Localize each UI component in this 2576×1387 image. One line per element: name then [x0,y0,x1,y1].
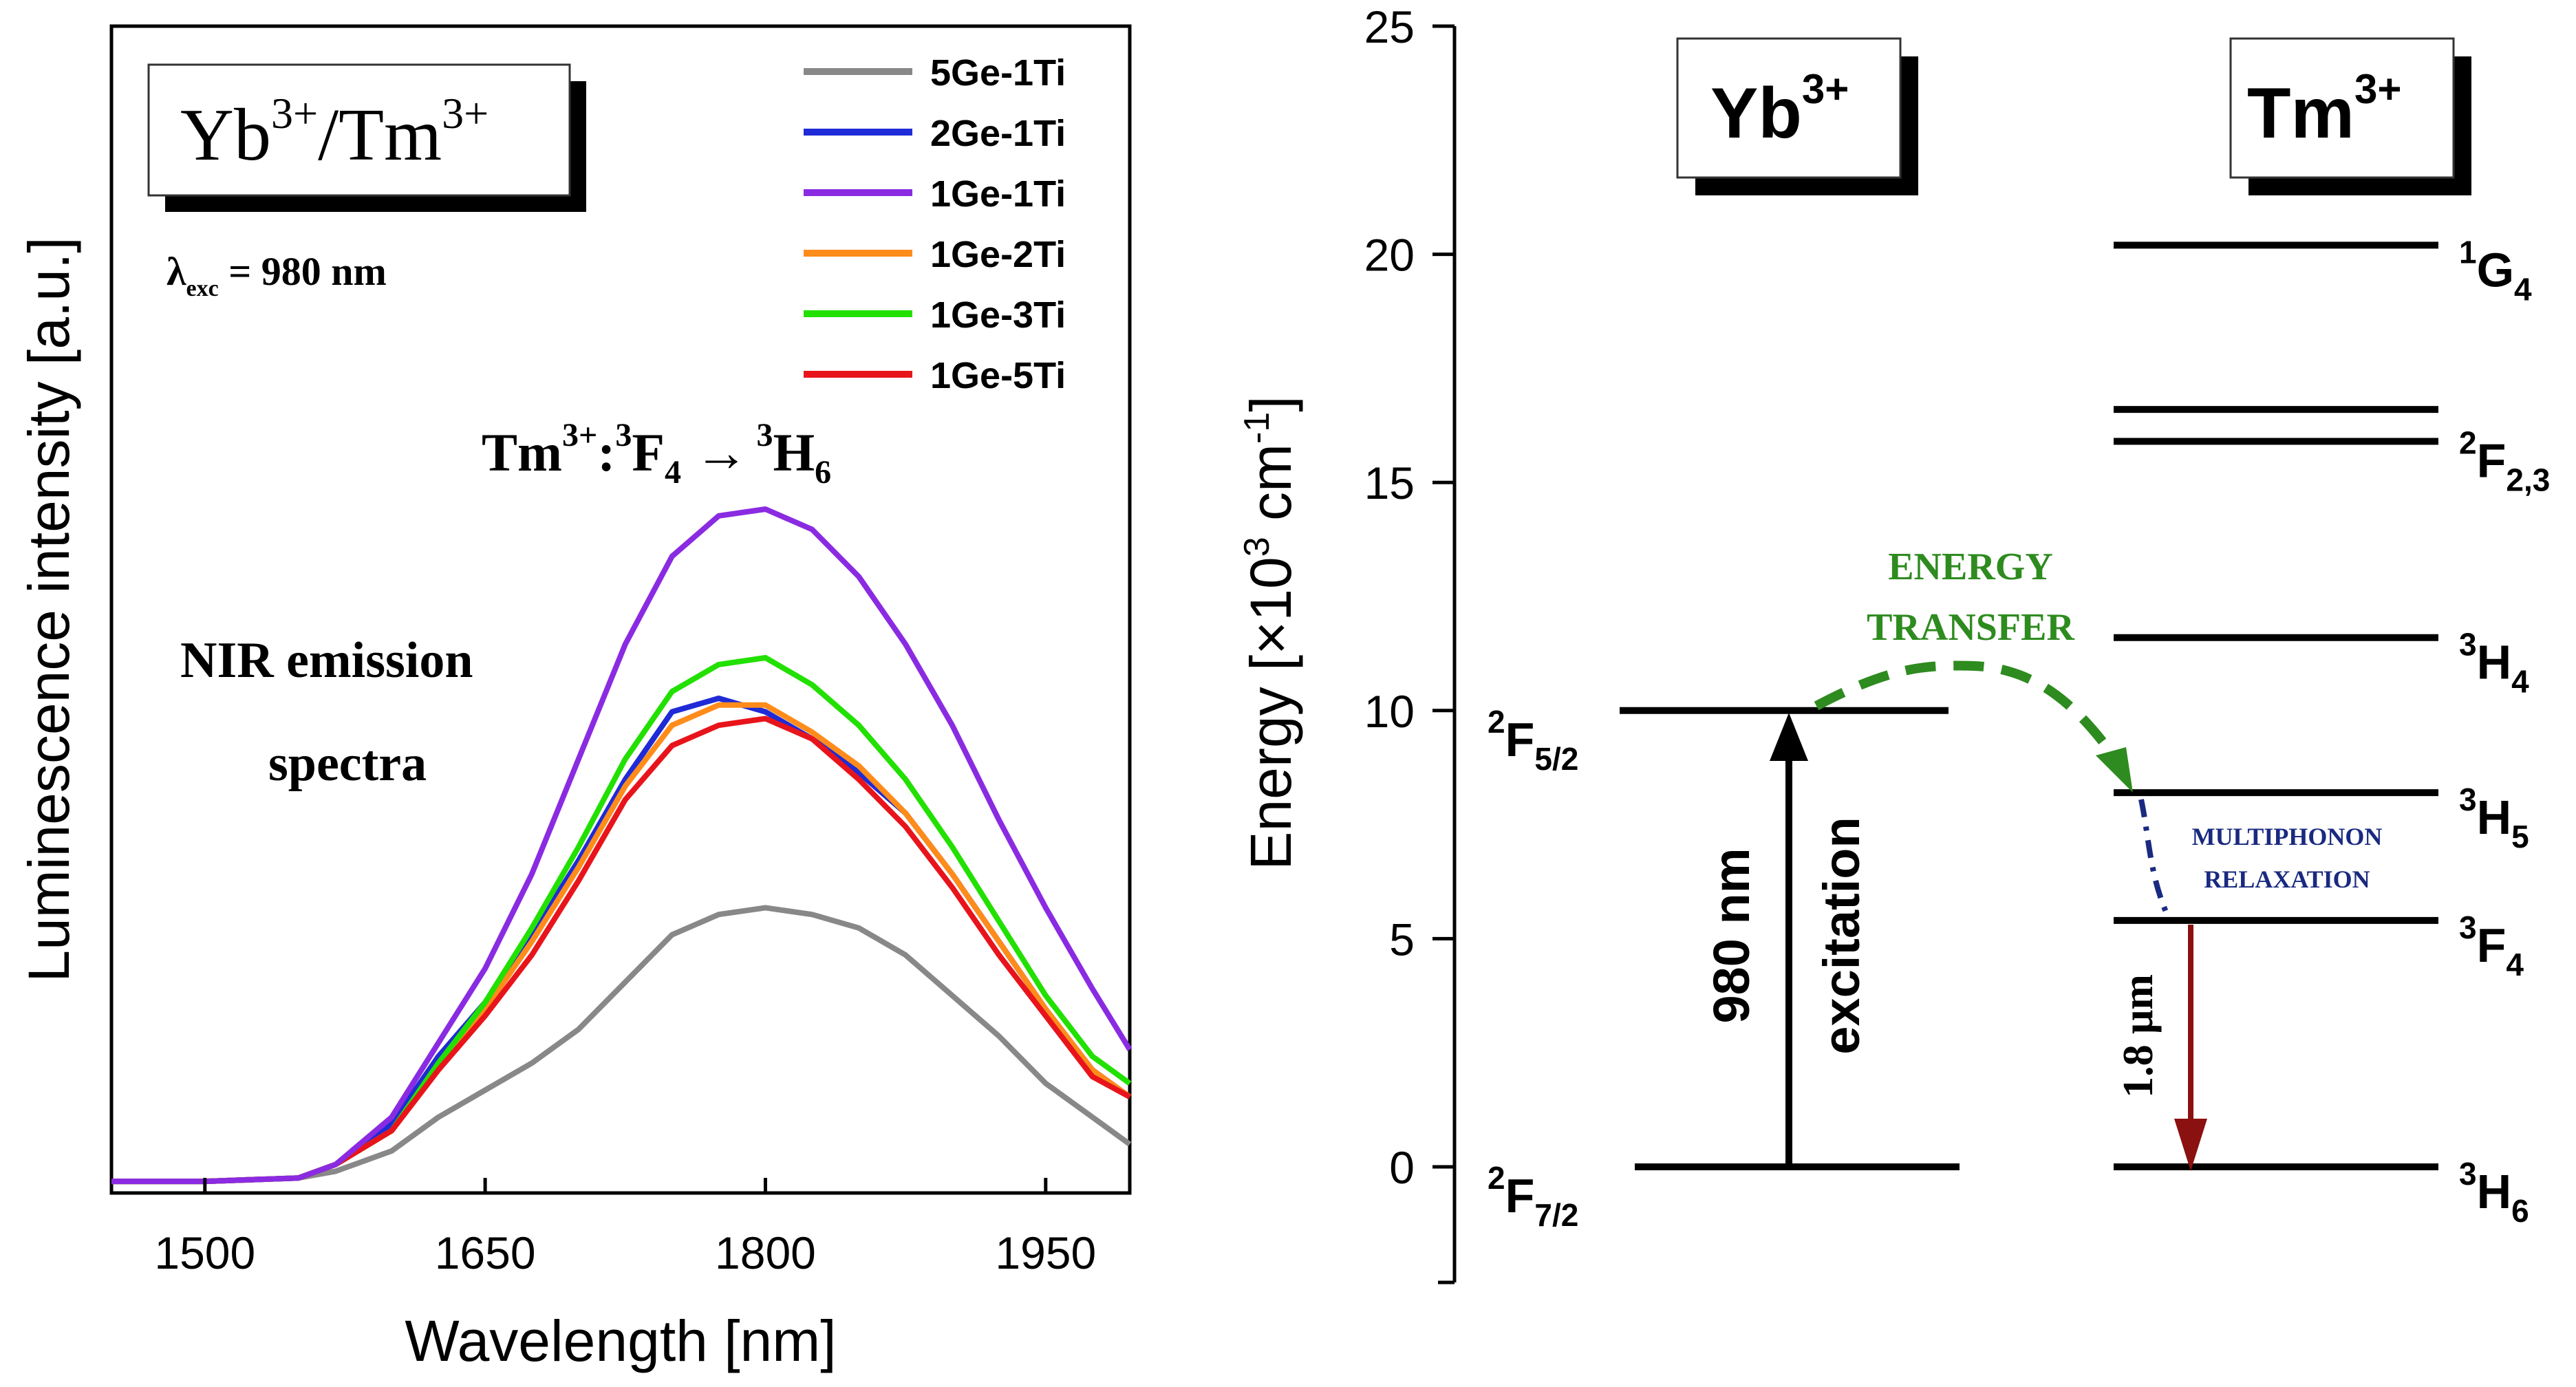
legend-label-1Ge-1Ti: 1Ge-1Ti [930,173,1066,215]
transition-label: Tm3+:3F4 → 3H6 [482,417,831,491]
legend-label-1Ge-3Ti: 1Ge-3Ti [930,294,1066,336]
excitation-arrow [1770,713,1808,1165]
energy-tick-label: 5 [1389,914,1415,965]
spectra-panel: 1500 1650 1800 1950 Wavelength [nm] Lumines… [17,24,1133,1373]
energy-tick-label: 15 [1364,458,1415,508]
energy-transfer-line1: ENERGY [1888,546,2053,588]
energy-transfer-line2: TRANSFER [1867,606,2074,649]
legend: 5Ge-1Ti 2Ge-1Ti 1Ge-1Ti 1Ge-2Ti 1Ge-3Ti 1Ge-5… [804,52,1066,396]
legend-label-5Ge-1Ti: 5Ge-1Ti [930,52,1066,94]
yb-level-label: 2F5/2 [1488,704,1578,777]
x-tick-label: 1650 [435,1227,536,1278]
yb-box-frame [1676,37,1902,179]
excitation-arrow-head [1770,713,1808,761]
yb-ion-label: Yb3+ [1710,66,1849,153]
series-line-1Ge-1Ti [111,506,1133,1185]
tm-level-label: 3H4 [2459,627,2529,700]
energy-tick-label: 20 [1364,230,1415,281]
series-line-5Ge-1Ti [111,905,1132,1185]
energy-level-labels: 2F5/2 2F7/2 1G4 2F2,3 3H4 3H5 3F4 3H6 [1488,234,2550,1233]
energy-tick-label: 0 [1389,1142,1415,1193]
energy-transfer-arrow-head [2096,747,2133,793]
tm-level-label: 3F4 [2459,910,2524,982]
emission-wavelength-label: 1.8 μm [2115,974,2162,1098]
nir-annotation-line1: NIR emission [180,632,473,689]
x-axis-title: Wavelength [nm] [405,1309,836,1373]
tm-ion-label: Tm3+ [2247,66,2401,153]
legend-label-1Ge-2Ti: 1Ge-2Ti [930,234,1066,275]
legend-label-1Ge-5Ti: 1Ge-5Ti [930,355,1066,396]
tm-level-label: 3H5 [2459,782,2529,854]
yb-ion-box: Yb3+ [1676,37,1918,195]
x-tick-label: 1800 [715,1227,816,1278]
x-ticks: 1500 1650 1800 1950 [154,1178,1096,1278]
spectra-series-group [111,506,1133,1185]
series-line-1Ge-5Ti [111,716,1131,1185]
tm-level-label: 3H6 [2459,1156,2529,1229]
energy-levels [1620,241,2438,1170]
x-tick-label: 1500 [154,1227,255,1278]
x-tick-label: 1950 [995,1227,1096,1278]
emission-arrow-head [2174,1119,2207,1171]
ion-pair-box-frame [147,63,571,197]
tm-ion-box: Tm3+ [2229,37,2471,195]
ion-pair-label: Yb3+/Tm3+ [180,89,489,176]
energy-tick-label: 10 [1364,686,1415,737]
excitation-text: excitation [1813,817,1870,1054]
energy-tick-label: 25 [1364,1,1415,52]
ion-pair-box: Yb3+/Tm3+ [147,63,586,212]
spectra-plot-frame [109,24,1132,1195]
multiphonon-relaxation-path [2138,799,2170,916]
excitation-wavelength-value: 980 nm [1703,848,1760,1023]
y-axis-title: Luminescence intensity [a.u.] [17,237,81,982]
tm-level-label: 2F2,3 [2459,425,2550,498]
multiphonon-line1: MULTIPHONON [2192,823,2383,850]
excitation-wavelength-label: λexc = 980 nm [167,249,387,301]
yb-level-label: 2F7/2 [1488,1160,1578,1233]
energy-transfer-arrow [1814,660,2123,767]
tm-level-label: 1G4 [2459,234,2532,307]
energy-ticks: 0 5 10 15 20 25 [1364,1,1455,1284]
tm-box-frame [2229,37,2455,179]
multiphonon-line2: RELAXATION [2204,865,2370,893]
energy-axis-title: Energy [×103 cm-1] [1237,396,1303,870]
nir-annotation-line2: spectra [268,735,427,792]
legend-label-2Ge-1Ti: 2Ge-1Ti [930,113,1066,154]
